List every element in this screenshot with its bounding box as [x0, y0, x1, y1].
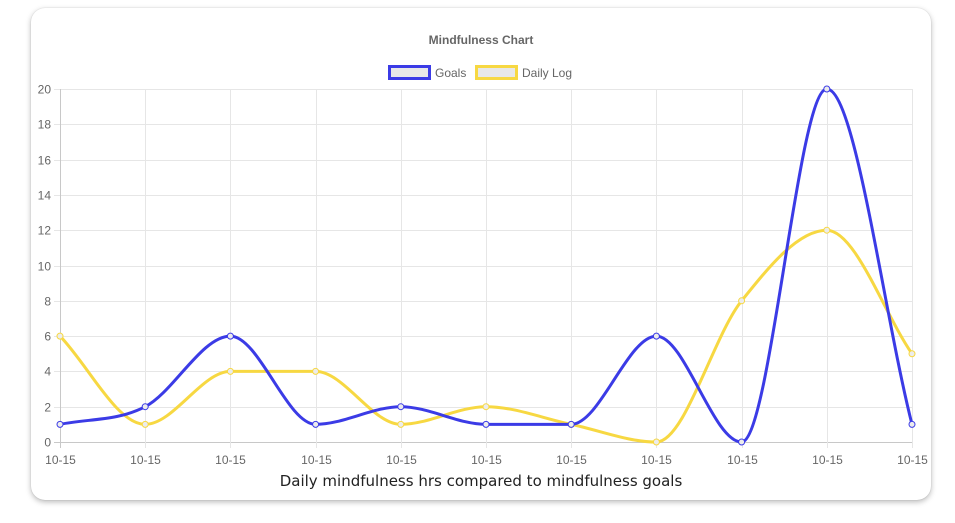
- data-point-daily-log[interactable]: [56, 332, 64, 340]
- legend-swatch-daily-log: [475, 65, 518, 80]
- y-tick-label: 18: [38, 118, 52, 132]
- data-point-goals[interactable]: [397, 403, 405, 411]
- x-tick-label: 10-15: [301, 453, 332, 467]
- x-tick-label: 10-15: [471, 453, 502, 467]
- data-point-goals[interactable]: [141, 403, 149, 411]
- x-tick-label: 10-15: [641, 453, 672, 467]
- x-tick-label: 10-15: [812, 453, 843, 467]
- x-tick-label: 10-15: [897, 453, 928, 467]
- data-point-goals[interactable]: [823, 85, 831, 93]
- data-point-goals[interactable]: [482, 420, 490, 428]
- legend-label-daily-log: Daily Log: [522, 66, 572, 80]
- y-tick-label: 10: [38, 260, 52, 274]
- legend-label-goals: Goals: [435, 66, 466, 80]
- y-axis: 0 2 4 6 8 10 12 14 16 18 20: [38, 83, 52, 450]
- x-tick-label: 10-15: [45, 453, 76, 467]
- x-tick-label: 10-15: [556, 453, 587, 467]
- legend-item-daily-log[interactable]: Daily Log: [475, 65, 573, 80]
- data-point-goals[interactable]: [652, 332, 660, 340]
- data-point-goals[interactable]: [567, 420, 575, 428]
- x-tick-label: 10-15: [386, 453, 417, 467]
- y-tick-label: 20: [38, 83, 52, 97]
- data-point-daily-log[interactable]: [312, 367, 320, 375]
- y-tick-label: 12: [38, 224, 52, 238]
- data-point-goals[interactable]: [738, 438, 746, 446]
- data-point-daily-log[interactable]: [482, 403, 490, 411]
- y-tick-label: 14: [38, 189, 52, 203]
- data-point-daily-log[interactable]: [738, 297, 746, 305]
- x-axis: 10-15 10-15 10-15 10-15 10-15 10-15 10-15 10-15…: [45, 453, 928, 467]
- legend: Goals Daily Log: [388, 65, 573, 80]
- legend-item-goals[interactable]: Goals: [388, 65, 467, 80]
- data-point-daily-log[interactable]: [141, 420, 149, 428]
- grid-lines: [54, 89, 913, 448]
- data-point-daily-log[interactable]: [397, 420, 405, 428]
- y-tick-label: 2: [44, 401, 51, 415]
- chart-title: Mindfulness Chart: [429, 33, 534, 47]
- x-tick-label: 10-15: [727, 453, 758, 467]
- data-point-daily-log[interactable]: [226, 367, 234, 375]
- x-tick-label: 10-15: [215, 453, 246, 467]
- data-point-daily-log[interactable]: [908, 350, 916, 358]
- data-point-goals[interactable]: [908, 420, 916, 428]
- chart-caption: Daily mindfulness hrs compared to mindfu…: [279, 472, 683, 490]
- data-point-daily-log[interactable]: [652, 438, 660, 446]
- data-point-goals[interactable]: [56, 420, 64, 428]
- data-point-daily-log[interactable]: [823, 226, 831, 234]
- y-tick-label: 8: [44, 295, 51, 309]
- data-point-goals[interactable]: [226, 332, 234, 340]
- series-line-daily-log: [58, 228, 914, 444]
- y-tick-label: 16: [38, 154, 52, 168]
- data-point-goals[interactable]: [312, 420, 320, 428]
- legend-swatch-goals: [388, 65, 431, 80]
- x-tick-label: 10-15: [130, 453, 161, 467]
- y-tick-label: 4: [44, 365, 51, 379]
- y-tick-label: 0: [44, 436, 51, 450]
- y-tick-label: 6: [44, 330, 51, 344]
- series-layer: [56, 85, 916, 446]
